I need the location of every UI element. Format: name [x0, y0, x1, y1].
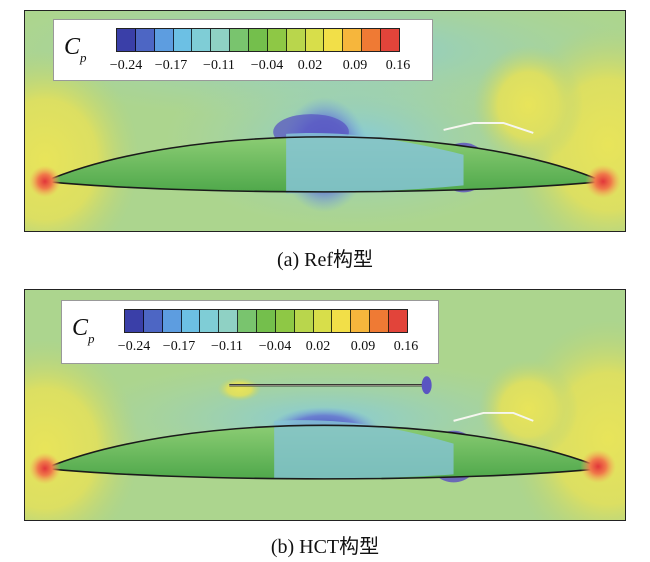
colorbar-segment: [370, 310, 390, 332]
colorbar-segment: [192, 29, 212, 51]
cp-symbol: Cp: [64, 34, 87, 65]
colorbar-segment: [294, 310, 314, 332]
colorbar-segment: [117, 29, 136, 51]
colorbar-segment: [173, 29, 193, 51]
colorbar-segment: [286, 29, 306, 51]
tick-label: −0.11: [203, 58, 235, 73]
caption-ref: (a) Ref构型: [276, 249, 374, 271]
tick-label: 0.02: [305, 339, 331, 354]
colorbar-segment: [154, 29, 174, 51]
colorbar-segment: [351, 310, 371, 332]
colorbar-segment: [230, 29, 250, 51]
colorbar-segment: [362, 29, 382, 51]
colorbar-segment: [257, 310, 276, 332]
colorbar-segment: [305, 29, 325, 51]
caption-hct: (b) HCT构型: [270, 536, 380, 558]
tick-label: 0.09: [342, 58, 368, 73]
colorbar-segment: [343, 29, 363, 51]
tick-label: −0.17: [154, 58, 188, 73]
cp-contour-panel-ref: Cp −0.24 −0.17 −0.11 −0.04 0.02 0.09 0.1…: [24, 10, 626, 232]
colorbar-segment: [200, 310, 220, 332]
tick-label: 0.09: [350, 339, 376, 354]
cp-symbol: Cp: [72, 315, 95, 346]
colorbar-segment: [313, 310, 333, 332]
tick-label: −0.24: [117, 339, 151, 354]
tick-label: −0.24: [109, 58, 143, 73]
colorbar-ticks: −0.24 −0.17 −0.11 −0.04 0.02 0.09 0.16: [108, 339, 428, 355]
colorbar-legend: Cp −0.24 −0.17 −0.11 −0.04 0.02 0.09 0.1…: [61, 300, 439, 364]
colorbar-segment: [219, 310, 239, 332]
colorbar-segment: [162, 310, 182, 332]
tick-label: 0.16: [385, 58, 411, 73]
colorbar-segment: [125, 310, 144, 332]
tick-label: −0.04: [250, 58, 284, 73]
tick-label: 0.02: [297, 58, 323, 73]
colorbar-segment: [238, 310, 258, 332]
colorbar-segment: [267, 29, 287, 51]
colorbar-legend: Cp −0.24 −0.17 −0.11 −0.04 0.02 0.09 0.1…: [53, 19, 433, 81]
tick-label: −0.11: [211, 339, 243, 354]
colorbar-segment: [143, 310, 163, 332]
tick-label: 0.16: [393, 339, 419, 354]
colorbar-segment: [135, 29, 155, 51]
colorbar-segment: [381, 29, 399, 51]
tick-label: −0.04: [258, 339, 292, 354]
colorbar-segment: [211, 29, 231, 51]
colorbar-segment: [275, 310, 295, 332]
cp-contour-panel-hct: Cp −0.24 −0.17 −0.11 −0.04 0.02 0.09 0.1…: [24, 289, 626, 521]
colorbar-ticks: −0.24 −0.17 −0.11 −0.04 0.02 0.09 0.16: [100, 58, 420, 74]
colorbar-segment: [181, 310, 201, 332]
colorbar-segment: [249, 29, 268, 51]
colorbar: [124, 309, 408, 333]
tick-label: −0.17: [162, 339, 196, 354]
colorbar-segment: [324, 29, 344, 51]
colorbar-segment: [389, 310, 407, 332]
colorbar: [116, 28, 400, 52]
colorbar-segment: [332, 310, 352, 332]
